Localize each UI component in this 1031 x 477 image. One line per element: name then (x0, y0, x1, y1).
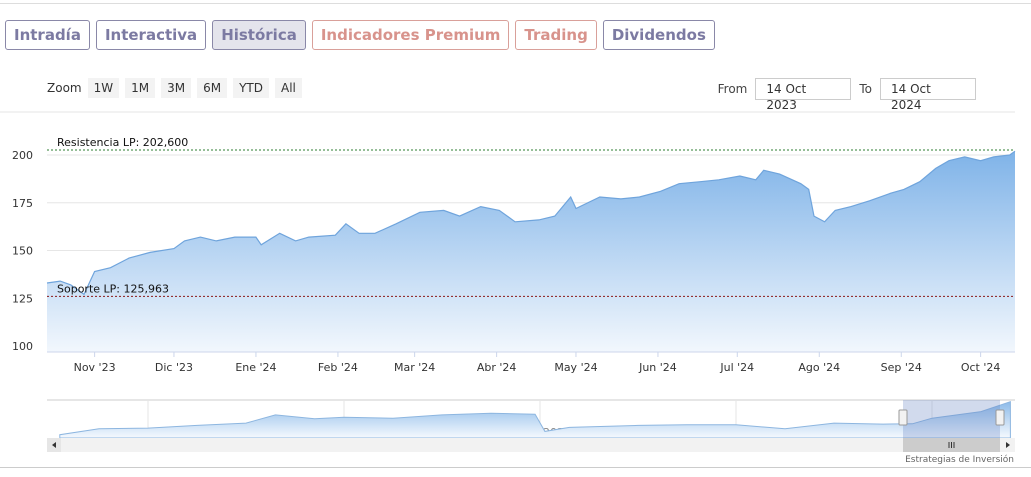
x-tick-label: Feb '24 (318, 361, 358, 374)
zoom-button-1w[interactable]: 1W (87, 78, 120, 98)
x-tick-label: May '24 (554, 361, 597, 374)
x-tick-label: Sep '24 (881, 361, 922, 374)
price-line (46, 150, 1016, 296)
scrollbar-track[interactable] (47, 438, 1015, 452)
navigator-selection (903, 400, 1000, 438)
tab-histórica[interactable]: Histórica (212, 20, 306, 50)
from-input[interactable]: 14 Oct 2023 (755, 78, 852, 112)
zoom-selector: Zoom 1W 1M 3M 6M YTD All (47, 78, 302, 98)
y-tick-label: 150 (12, 245, 33, 258)
tab-trading[interactable]: Trading (515, 20, 597, 50)
view-tabs: Intradía Interactiva Histórica Indicadores … (5, 20, 715, 50)
from-label: From (717, 82, 748, 96)
x-tick-label: Dic '23 (155, 361, 193, 374)
y-tick-label: 100 (12, 340, 33, 353)
navigator-handle[interactable] (898, 409, 908, 426)
tab-dividendos[interactable]: Dividendos (602, 20, 715, 50)
date-range: From 14 Oct 2023 To 14 Oct 2024 (717, 78, 976, 112)
navigator-area (59, 401, 1011, 439)
zoom-button-1m[interactable]: 1M (125, 78, 156, 98)
zoom-button-ytd[interactable]: YTD (233, 78, 269, 98)
level-label: Soporte LP: 125,963 (57, 282, 169, 295)
y-tick-label: 200 (12, 149, 33, 162)
arrow-right-icon (1006, 442, 1010, 448)
to-input[interactable]: 14 Oct 2024 (880, 78, 976, 112)
top-divider (0, 3, 1031, 4)
zoom-button-3m[interactable]: 3M (161, 78, 192, 98)
to-label: To (859, 82, 872, 96)
x-tick-label: Ene '24 (235, 361, 276, 374)
navigator-handle[interactable] (995, 409, 1005, 426)
x-tick-label: Abr '24 (477, 361, 517, 374)
x-tick-label: Ago '24 (798, 361, 840, 374)
y-tick-label: 125 (12, 292, 33, 305)
grip-icon (948, 442, 955, 448)
x-tick-label: Jul '24 (719, 361, 754, 374)
x-tick-label: Oct '24 (961, 361, 1001, 374)
x-tick-label: Mar '24 (394, 361, 435, 374)
x-tick-label: Jun '24 (638, 361, 677, 374)
arrow-left-icon (52, 442, 56, 448)
zoom-button-all[interactable]: All (275, 78, 302, 98)
tab-indicadores-premium[interactable]: Indicadores Premium (311, 20, 510, 50)
zoom-label: Zoom (47, 81, 82, 95)
credit-text: Estrategias de Inversión (905, 455, 1014, 465)
bottom-divider (0, 467, 1031, 468)
x-tick-label: Nov '23 (74, 361, 116, 374)
tab-intradía[interactable]: Intradía (5, 20, 90, 50)
tab-interactiva[interactable]: Interactiva (95, 20, 207, 50)
zoom-button-6m[interactable]: 6M (197, 78, 228, 98)
level-label: Resistencia LP: 202,600 (57, 136, 188, 149)
y-tick-label: 175 (12, 197, 33, 210)
price-area (47, 151, 1015, 352)
